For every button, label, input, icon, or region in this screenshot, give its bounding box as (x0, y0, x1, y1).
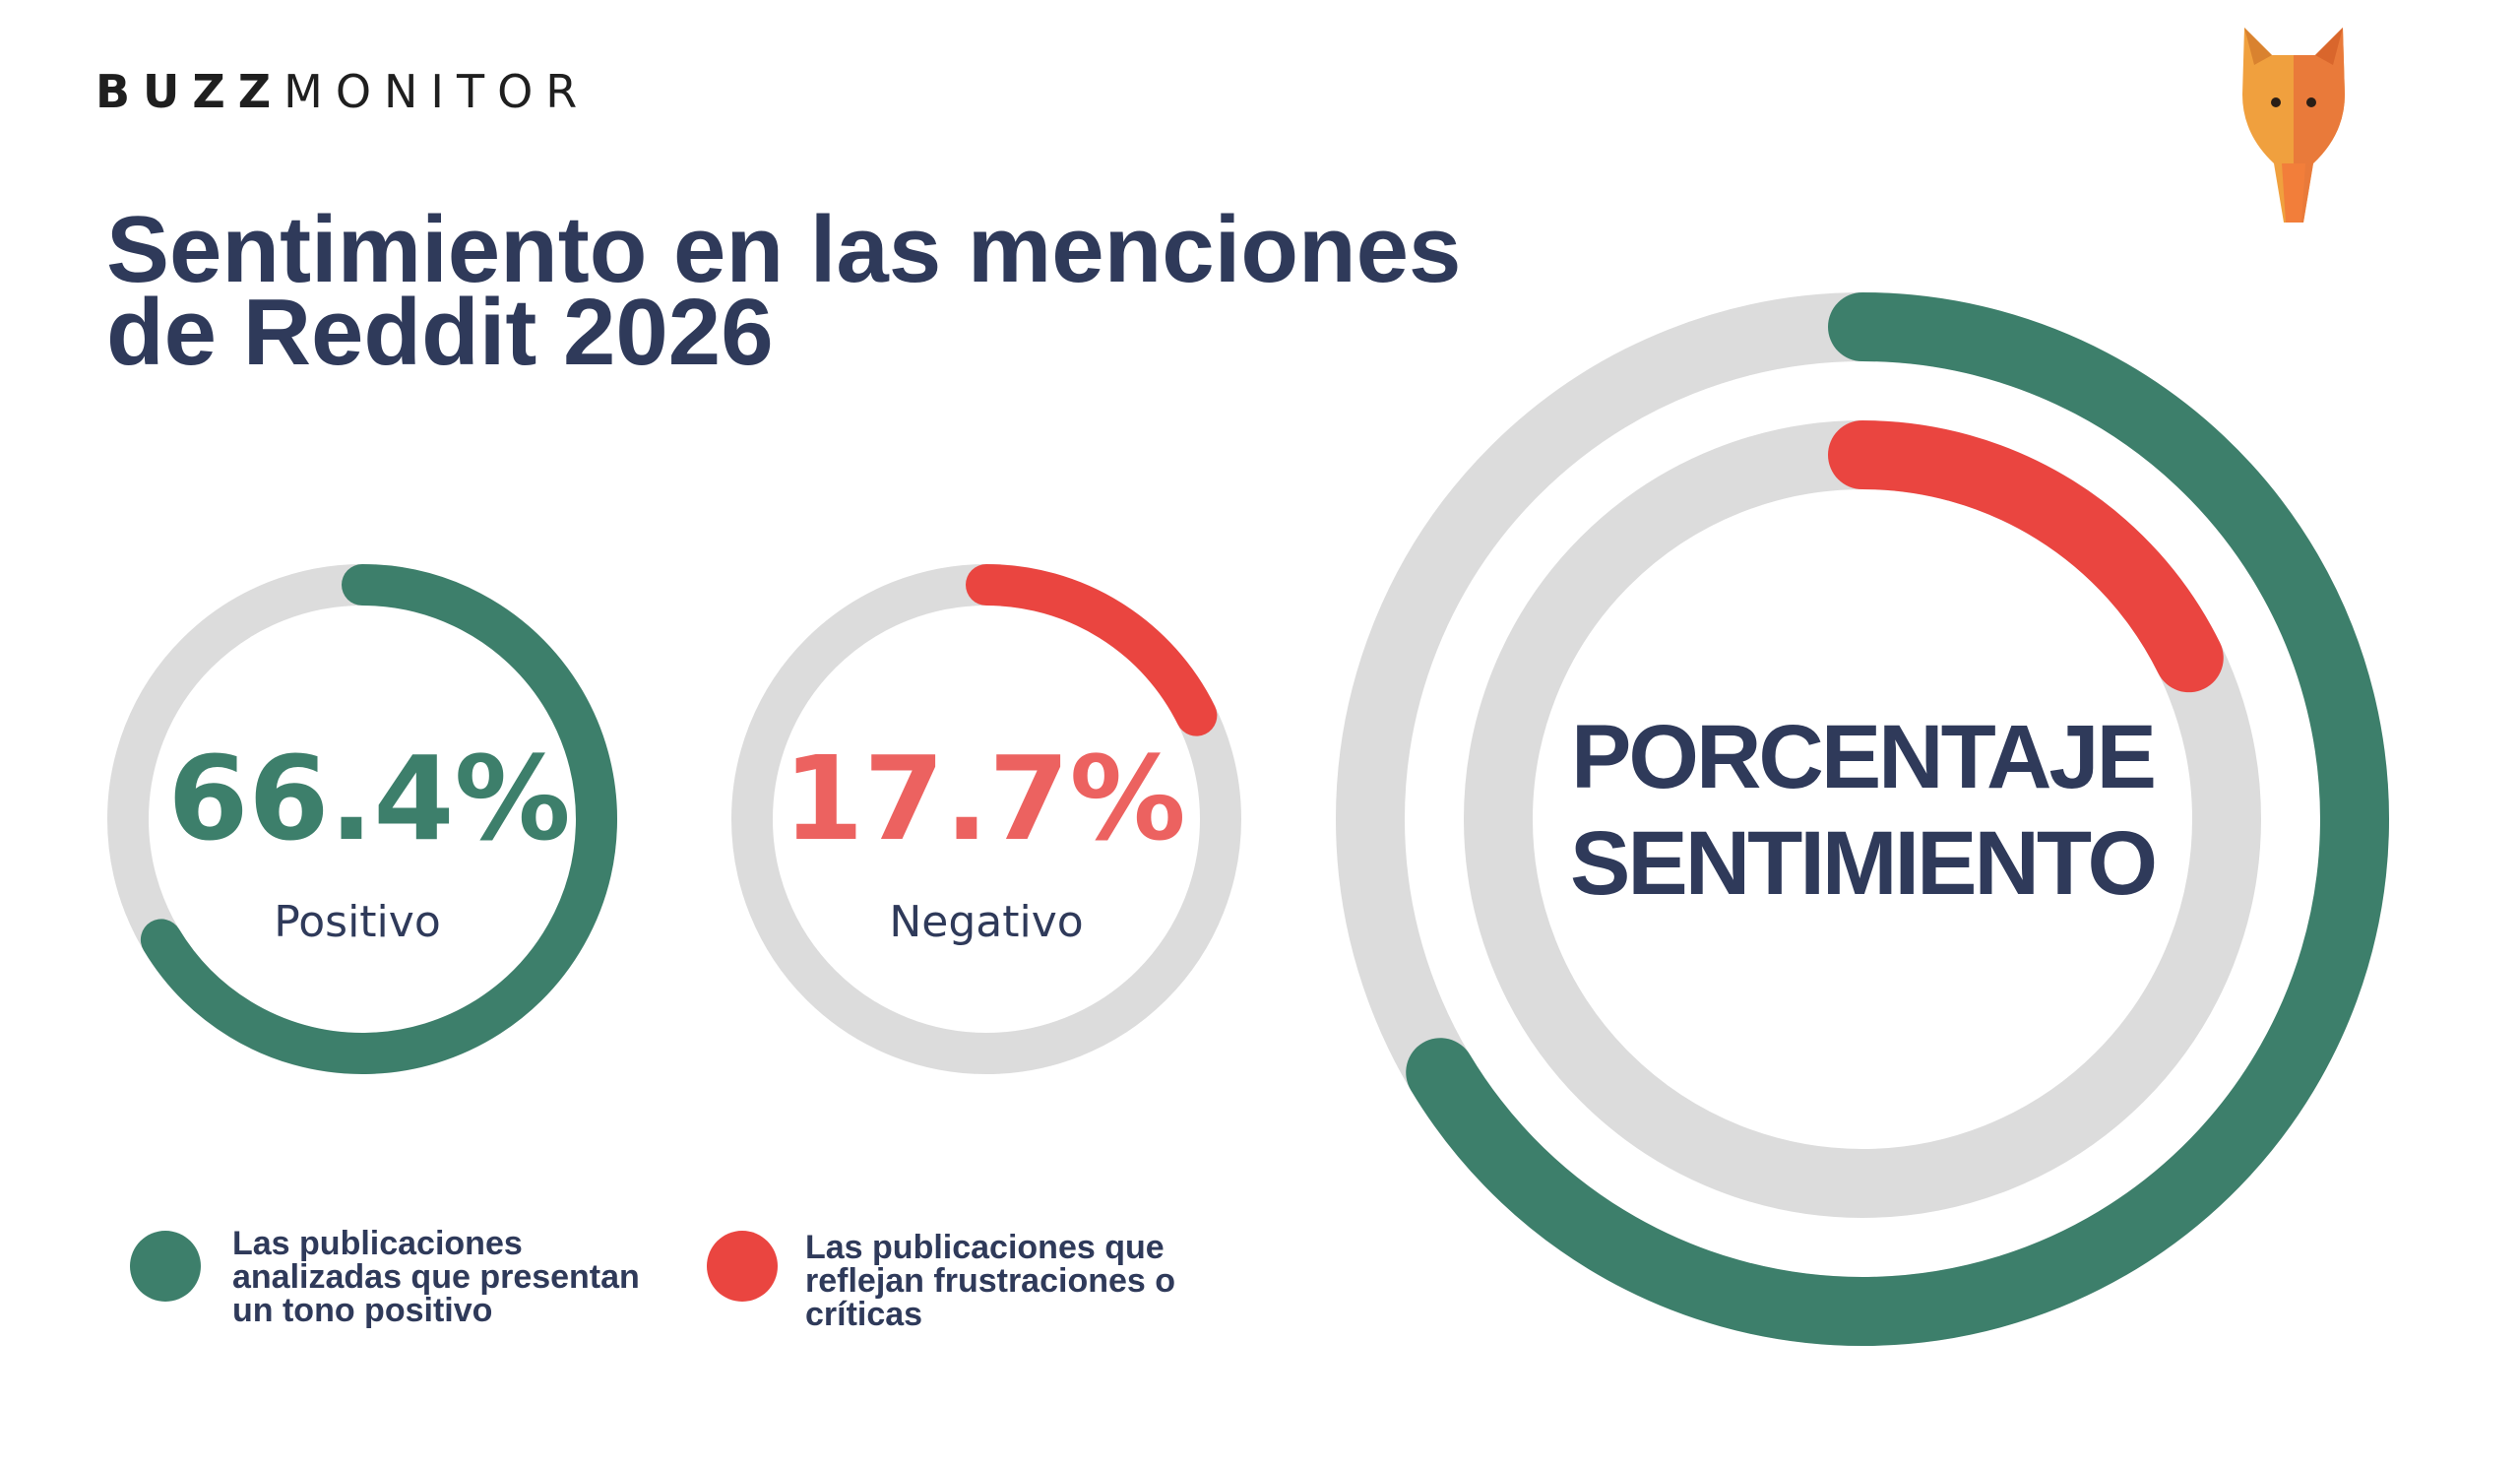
donut-negative-arc (966, 564, 1218, 736)
donut-negative: 17.7% Negativo (731, 564, 1241, 1074)
legend-positive-dot (130, 1231, 201, 1302)
legend-positive-line-1: Las publicaciones (232, 1225, 523, 1262)
legend-negative-line-3: críticas (805, 1296, 923, 1333)
donut-positive-arc (140, 564, 617, 1074)
donut-positive-value: 66.4% (167, 731, 570, 866)
legend-negative-line-2: reflejan frustraciones o (805, 1262, 1176, 1300)
donut-summary-inner-arc (1828, 420, 2224, 693)
legend-positive-line-2: analizadas que presentan (232, 1258, 640, 1296)
legend-negative-dot (707, 1231, 778, 1302)
donut-summary-outer-arc (1406, 292, 2389, 1346)
legend-positive-text: Las publicaciones analizadas que present… (232, 1227, 640, 1327)
donut-positive: 66.4% Positivo (107, 564, 617, 1074)
logo-bold-text: BUZZ (95, 65, 284, 118)
donut-summary-center-line-2: SENTIMIENTO (1570, 813, 2155, 914)
title-line-2: de Reddit 2026 (106, 280, 774, 385)
legend-positive-line-3: un tono positivo (232, 1292, 493, 1329)
buzzmonitor-logo: BUZZMONITOR (95, 65, 590, 118)
page-title: Sentimiento en las menciones de Reddit 20… (106, 203, 1681, 380)
legend-negative-line-1: Las publicaciones que (805, 1229, 1165, 1266)
donut-summary: PORCENTAJE SENTIMIENTO (1336, 292, 2389, 1346)
title-line-1: Sentimiento en las menciones (106, 197, 1462, 302)
logo-light-text: MONITOR (284, 65, 591, 118)
donut-positive-label: Positivo (274, 897, 440, 947)
donut-summary-center-line-1: PORCENTAJE (1571, 707, 2154, 807)
fox-mascot-icon (2242, 28, 2345, 223)
donut-negative-value: 17.7% (783, 731, 1185, 866)
donut-negative-label: Negativo (889, 897, 1083, 947)
legend-negative-text: Las publicaciones que reflejan frustraci… (805, 1231, 1175, 1331)
